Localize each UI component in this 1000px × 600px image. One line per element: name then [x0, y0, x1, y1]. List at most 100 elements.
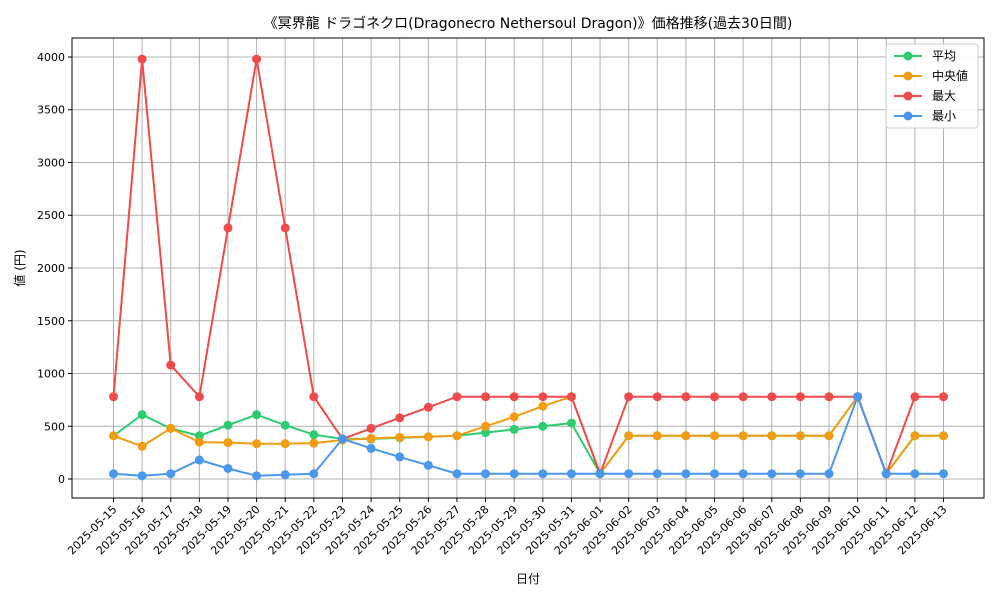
data-point [767, 469, 777, 479]
data-point [595, 469, 605, 479]
data-point [366, 443, 376, 453]
data-point [910, 392, 920, 402]
data-point [910, 469, 920, 479]
data-point [395, 413, 405, 423]
data-point [710, 469, 720, 479]
y-tick-label: 0 [58, 473, 65, 486]
data-point [137, 410, 147, 420]
data-point [939, 431, 948, 441]
data-point [538, 469, 548, 479]
data-point [624, 431, 634, 441]
data-point [566, 392, 576, 402]
data-point [624, 469, 634, 479]
data-point [481, 469, 491, 479]
legend-label: 最小 [932, 109, 956, 123]
data-point [252, 471, 262, 481]
data-point [624, 392, 634, 402]
data-point [710, 431, 720, 441]
y-tick-label: 2500 [37, 209, 65, 222]
data-point [395, 432, 405, 442]
data-point [795, 431, 805, 441]
data-point [252, 54, 262, 64]
data-point [366, 423, 376, 433]
data-point [652, 469, 662, 479]
y-tick-label: 3000 [37, 156, 65, 169]
y-tick-label: 3500 [37, 104, 65, 117]
x-axis-ticks: 2025-05-152025-05-162025-05-172025-05-18… [65, 498, 950, 557]
legend-swatch-marker [903, 111, 913, 121]
data-point [481, 421, 491, 431]
series-3 [109, 392, 948, 481]
legend-swatch-marker [903, 51, 913, 61]
legend-label: 中央値 [932, 68, 968, 83]
data-point [767, 431, 777, 441]
data-point [223, 223, 233, 233]
data-point [337, 434, 347, 444]
legend-label: 最大 [932, 89, 956, 103]
data-point [280, 420, 290, 430]
data-point [194, 431, 204, 441]
y-tick-label: 2000 [37, 262, 65, 275]
data-point [137, 441, 147, 451]
data-point [252, 410, 262, 420]
data-point [824, 392, 834, 402]
data-point [423, 460, 433, 470]
data-point [939, 392, 948, 402]
series-2 [109, 54, 948, 479]
data-point [509, 392, 519, 402]
data-point [109, 392, 118, 402]
legend-label: 平均 [932, 49, 956, 63]
data-point [423, 432, 433, 442]
data-point [137, 54, 147, 64]
data-point [509, 412, 519, 422]
x-axis-title: 日付 [516, 572, 540, 586]
y-tick-label: 1500 [37, 315, 65, 328]
grid [72, 38, 984, 498]
data-point [795, 392, 805, 402]
data-point [939, 469, 948, 479]
data-point [309, 392, 319, 402]
data-point [853, 392, 863, 402]
data-point [710, 392, 720, 402]
data-point [309, 430, 319, 440]
data-point [366, 433, 376, 443]
y-axis-ticks: 0 500 1000 1500 2000 2500 3000 3500 4000 [37, 51, 72, 486]
chart-title: 《冥界龍 ドラゴネクロ(Dragonecro Nethersoul Dragon… [264, 15, 793, 32]
data-point [538, 421, 548, 431]
data-point [566, 469, 576, 479]
legend-item: 中央値 [894, 68, 968, 83]
data-point [309, 438, 319, 448]
data-point [194, 437, 204, 447]
data-point [652, 431, 662, 441]
data-point [223, 463, 233, 473]
data-point [194, 455, 204, 465]
data-point [280, 470, 290, 480]
y-tick-label: 1000 [37, 368, 65, 381]
data-point [481, 428, 491, 438]
data-point [252, 439, 262, 449]
data-point [738, 431, 748, 441]
data-point [481, 392, 491, 402]
data-point [538, 401, 548, 411]
data-point [509, 424, 519, 434]
data-point [137, 471, 147, 481]
data-point [824, 469, 834, 479]
legend-box [885, 43, 979, 129]
y-axis-title: 値 (円) [12, 249, 27, 286]
data-point [824, 431, 834, 441]
series-1 [109, 392, 948, 479]
data-point [166, 469, 176, 479]
legend-item: 平均 [894, 49, 956, 63]
legend-item: 最小 [894, 109, 956, 123]
data-point [681, 431, 691, 441]
data-point [423, 402, 433, 412]
data-point [452, 392, 462, 402]
data-point [109, 431, 118, 441]
data-point [223, 438, 233, 448]
data-point [681, 469, 691, 479]
data-point [452, 469, 462, 479]
series-line [112, 58, 944, 477]
data-point [881, 469, 891, 479]
data-point [452, 431, 462, 441]
data-point [910, 431, 920, 441]
